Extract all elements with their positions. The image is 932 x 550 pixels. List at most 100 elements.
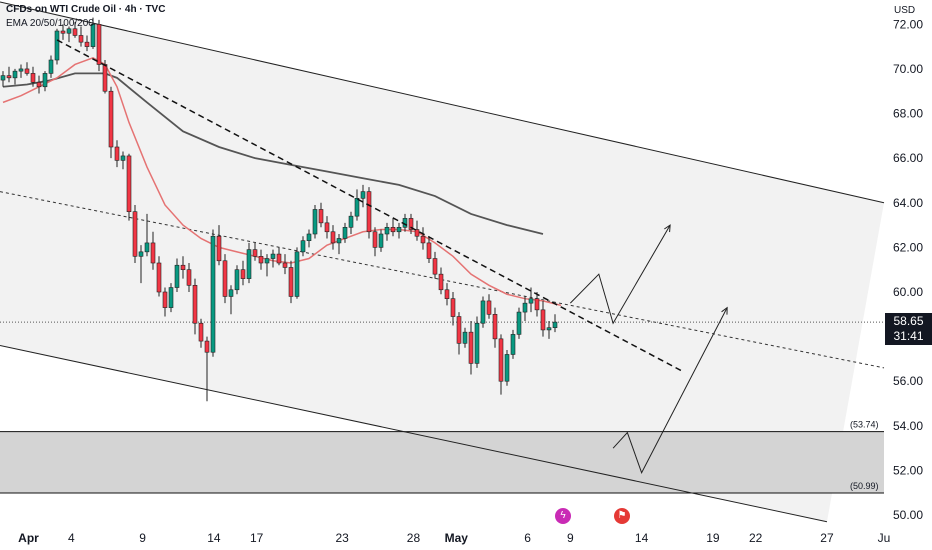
candle: [240, 260, 246, 286]
candle-body: [180, 264, 186, 270]
x-tick-label: 28: [407, 531, 421, 545]
candle: [342, 222, 348, 243]
x-tick-label: 14: [207, 531, 221, 545]
candle: [72, 22, 78, 38]
candle-body: [432, 258, 438, 275]
candle: [258, 249, 264, 270]
candle: [462, 327, 468, 348]
candle: [198, 318, 204, 348]
x-tick-label: 9: [567, 531, 574, 545]
candle: [324, 216, 330, 239]
indicator-legend[interactable]: EMA 20/50/100/200: [6, 18, 94, 29]
candle: [432, 251, 438, 279]
projection-arrowhead: [664, 224, 671, 233]
candle-body: [36, 82, 42, 88]
candle-body: [240, 269, 246, 279]
candle-body: [504, 354, 510, 382]
candle-body: [138, 251, 144, 257]
candle-body: [120, 155, 126, 161]
candle: [96, 19, 102, 72]
candle: [378, 229, 384, 252]
candle: [360, 184, 366, 208]
candle: [78, 26, 84, 47]
candle-body: [60, 30, 66, 34]
candle: [384, 222, 390, 241]
candle-body: [444, 289, 450, 299]
y-tick-label: 64.00: [893, 196, 923, 210]
candle: [252, 242, 258, 261]
candle: [474, 316, 480, 368]
candle-body: [30, 73, 36, 83]
y-tick-label: 52.00: [893, 463, 923, 477]
channel-lower-line: [0, 345, 828, 523]
candle-body: [96, 24, 102, 65]
candle-body: [186, 269, 192, 286]
candle-body: [486, 300, 492, 315]
candle: [276, 247, 282, 266]
x-tick-label: 14: [635, 531, 649, 545]
lightning-bolt-icon[interactable]: ϟ: [555, 508, 571, 524]
candle: [48, 55, 54, 78]
candle-body: [384, 227, 390, 235]
candle: [228, 285, 234, 315]
candle: [534, 292, 540, 317]
candle: [210, 229, 216, 357]
candle: [318, 202, 324, 228]
candle-body: [210, 235, 216, 353]
candle-body: [498, 338, 504, 382]
candle-body: [372, 231, 378, 248]
y-tick-label: 70.00: [893, 62, 923, 76]
candle-body: [462, 331, 468, 344]
chart-title: CFDs on WTI Crude Oil · 4h · TVC: [6, 4, 166, 15]
candle: [450, 292, 456, 326]
channel-fill: [0, 2, 884, 522]
candle-body: [306, 233, 312, 241]
candle: [366, 187, 372, 239]
candle: [414, 220, 420, 241]
candle: [408, 213, 414, 234]
candle-body: [540, 309, 546, 331]
candle-body: [324, 222, 330, 233]
x-tick-label: 22: [749, 531, 763, 545]
candle: [42, 71, 48, 92]
candle-body: [366, 191, 372, 233]
candle: [288, 260, 294, 304]
bar-countdown: 31:41: [893, 329, 924, 343]
candle-body: [318, 209, 324, 224]
candle-body: [216, 235, 222, 262]
y-tick-label: 72.00: [893, 17, 923, 31]
candle: [144, 213, 150, 257]
candle: [390, 218, 396, 237]
x-tick-label: Ju: [878, 531, 891, 545]
candle: [480, 296, 486, 328]
candle: [540, 300, 546, 337]
candle-body: [168, 287, 174, 308]
candle: [264, 254, 270, 277]
candle-body: [474, 322, 480, 364]
candle: [270, 249, 276, 268]
candle-body: [66, 28, 72, 34]
candle: [438, 267, 444, 295]
currency-label[interactable]: USD: [894, 5, 916, 16]
us-flag-icon[interactable]: ⚑: [614, 508, 630, 524]
x-tick-label: 6: [524, 531, 531, 545]
x-tick-label: 23: [336, 531, 350, 545]
candle: [420, 227, 426, 250]
candle-body: [234, 269, 240, 291]
x-tick-label: 4: [68, 531, 75, 545]
candle: [24, 62, 30, 76]
candle-body: [6, 75, 12, 79]
candle-body: [102, 64, 108, 92]
candle-body: [534, 298, 540, 311]
candle: [522, 296, 528, 321]
candle: [108, 86, 114, 159]
candle: [552, 314, 558, 333]
y-tick-label: 54.00: [893, 419, 923, 433]
candle: [426, 236, 432, 263]
candle-body: [408, 218, 414, 230]
candle: [396, 222, 402, 239]
current-price-value: 58.65: [893, 314, 924, 328]
candle-body: [378, 233, 384, 248]
